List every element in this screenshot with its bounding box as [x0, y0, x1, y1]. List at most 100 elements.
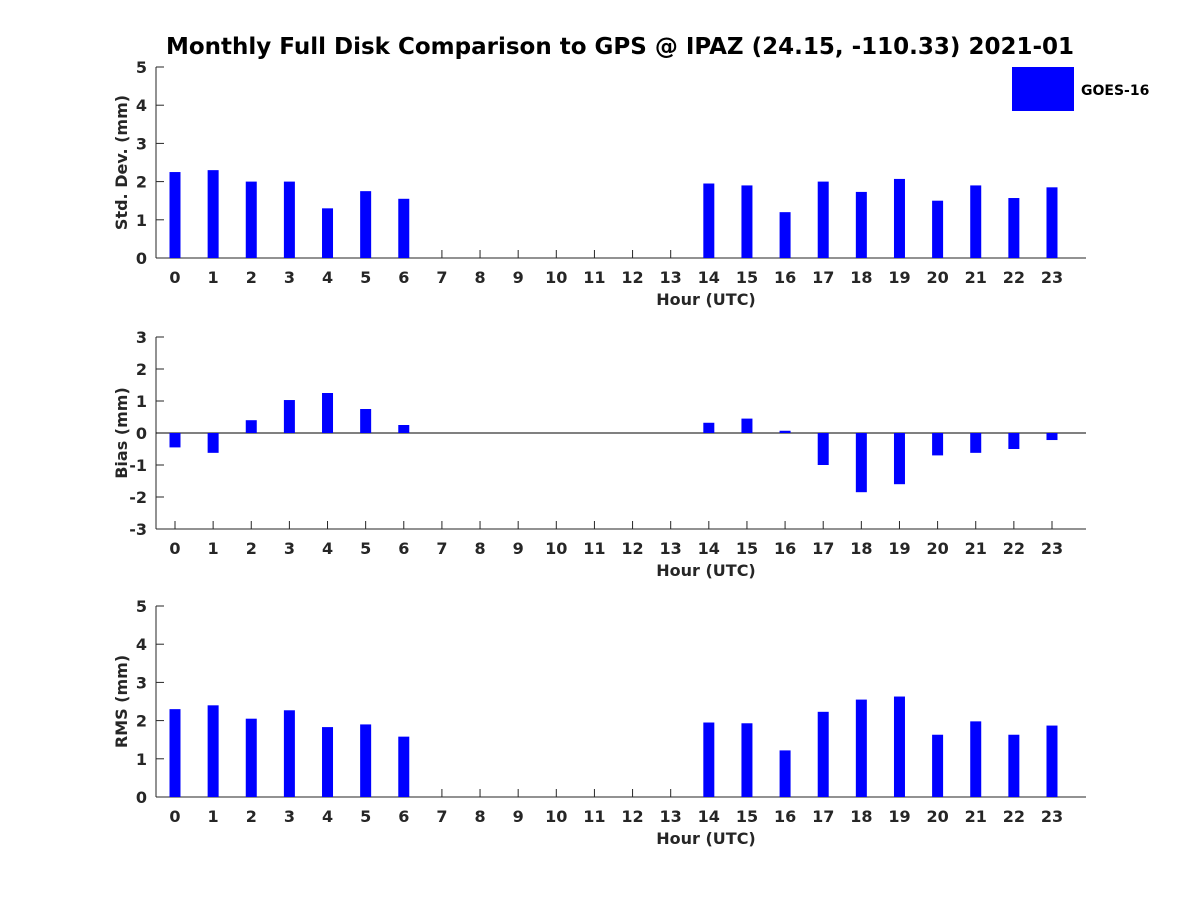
bar-rms-hour-23 [1046, 725, 1058, 797]
x-tick-label: 9 [513, 539, 524, 558]
bar-rms-hour-5 [360, 724, 372, 797]
y-tick-label: 1 [136, 392, 147, 411]
legend: GOES-16 [1012, 67, 1149, 111]
x-tick-label: 22 [1003, 539, 1025, 558]
bar-rms-hour-22 [1008, 734, 1020, 797]
x-tick-label: 4 [322, 539, 333, 558]
y-tick-label: 5 [136, 597, 147, 616]
bar-rms-hour-17 [817, 711, 829, 797]
bar-rms-hour-18 [855, 699, 867, 797]
x-tick-label: 14 [698, 807, 720, 826]
x-tick-label: 17 [812, 807, 834, 826]
bar-rms-hour-0 [169, 709, 181, 797]
x-tick-label: 13 [660, 807, 682, 826]
x-tick-label: 8 [474, 539, 485, 558]
x-tick-label: 18 [850, 268, 872, 287]
chart-title: Monthly Full Disk Comparison to GPS @ IP… [166, 34, 1074, 60]
x-tick-label: 20 [926, 807, 948, 826]
x-tick-label: 15 [736, 807, 758, 826]
bar-bias-hour-14 [703, 422, 715, 433]
x-tick-label: 11 [583, 807, 605, 826]
x-tick-label: 23 [1041, 807, 1063, 826]
x-tick-label: 15 [736, 539, 758, 558]
bar-stddev-hour-0 [169, 172, 181, 258]
x-tick-label: 2 [246, 539, 257, 558]
x-tick-label: 1 [208, 539, 219, 558]
x-tick-label: 6 [398, 807, 409, 826]
y-tick-label: 4 [136, 635, 147, 654]
bar-bias-hour-20 [932, 433, 944, 456]
y-tick-label: 2 [136, 173, 147, 192]
x-tick-label: 8 [474, 807, 485, 826]
x-tick-label: 2 [246, 807, 257, 826]
y-tick-label: 3 [136, 134, 147, 153]
x-tick-label: 10 [545, 539, 567, 558]
bar-bias-hour-17 [817, 433, 829, 465]
x-axis-label: Hour (UTC) [656, 829, 756, 848]
x-tick-label: 1 [208, 268, 219, 287]
x-tick-label: 0 [169, 807, 180, 826]
x-tick-label: 12 [621, 807, 643, 826]
x-tick-label: 21 [965, 807, 987, 826]
legend-swatch-goes16 [1012, 67, 1074, 111]
y-tick-label: 0 [136, 249, 147, 268]
y-tick-label: 2 [136, 360, 147, 379]
bar-rms-hour-15 [741, 723, 753, 797]
x-tick-label: 11 [583, 268, 605, 287]
bar-stddev-hour-1 [207, 170, 219, 258]
x-tick-label: 15 [736, 268, 758, 287]
bar-rms-hour-3 [283, 710, 295, 797]
bar-rms-hour-16 [779, 750, 791, 797]
bar-stddev-hour-16 [779, 212, 791, 258]
bar-bias-hour-23 [1046, 433, 1058, 441]
bar-rms-hour-21 [970, 721, 982, 797]
y-axis-label: Bias (mm) [112, 387, 131, 479]
x-tick-label: 22 [1003, 807, 1025, 826]
bar-rms-hour-1 [207, 705, 219, 797]
bar-bias-hour-3 [283, 400, 295, 433]
y-tick-label: 3 [136, 328, 147, 347]
x-tick-label: 13 [660, 539, 682, 558]
x-tick-label: 5 [360, 807, 371, 826]
bar-rms-hour-19 [893, 696, 905, 797]
bar-rms-hour-20 [932, 734, 944, 797]
x-tick-label: 18 [850, 807, 872, 826]
bar-bias-hour-19 [893, 433, 905, 485]
bar-bias-hour-22 [1008, 433, 1020, 449]
bar-bias-hour-5 [360, 409, 372, 433]
bar-rms-hour-6 [398, 736, 410, 797]
x-axis-label: Hour (UTC) [656, 290, 756, 309]
x-tick-label: 23 [1041, 539, 1063, 558]
bar-bias-hour-18 [855, 433, 867, 493]
x-tick-label: 20 [926, 268, 948, 287]
y-tick-label: 1 [136, 750, 147, 769]
x-tick-label: 4 [322, 268, 333, 287]
bar-bias-hour-4 [322, 393, 334, 433]
y-axis-label: RMS (mm) [112, 655, 131, 748]
x-tick-label: 5 [360, 268, 371, 287]
x-tick-label: 14 [698, 539, 720, 558]
bar-rms-hour-4 [322, 727, 334, 797]
y-tick-label: 0 [136, 424, 147, 443]
x-tick-label: 14 [698, 268, 720, 287]
bar-bias-hour-16 [779, 430, 791, 433]
x-tick-label: 16 [774, 539, 796, 558]
x-tick-label: 11 [583, 539, 605, 558]
y-tick-label: -3 [129, 520, 147, 539]
x-tick-label: 3 [284, 539, 295, 558]
bar-stddev-hour-21 [970, 185, 982, 258]
bar-bias-hour-0 [169, 433, 181, 448]
x-tick-label: 19 [888, 268, 910, 287]
x-tick-label: 0 [169, 539, 180, 558]
legend-label: GOES-16 [1081, 83, 1149, 99]
bar-stddev-hour-14 [703, 183, 715, 258]
bar-stddev-hour-3 [283, 181, 295, 258]
bar-stddev-hour-22 [1008, 198, 1020, 258]
x-tick-label: 16 [774, 807, 796, 826]
x-tick-label: 23 [1041, 268, 1063, 287]
bar-stddev-hour-17 [817, 181, 829, 258]
bar-stddev-hour-2 [245, 181, 257, 258]
x-tick-label: 7 [436, 807, 447, 826]
